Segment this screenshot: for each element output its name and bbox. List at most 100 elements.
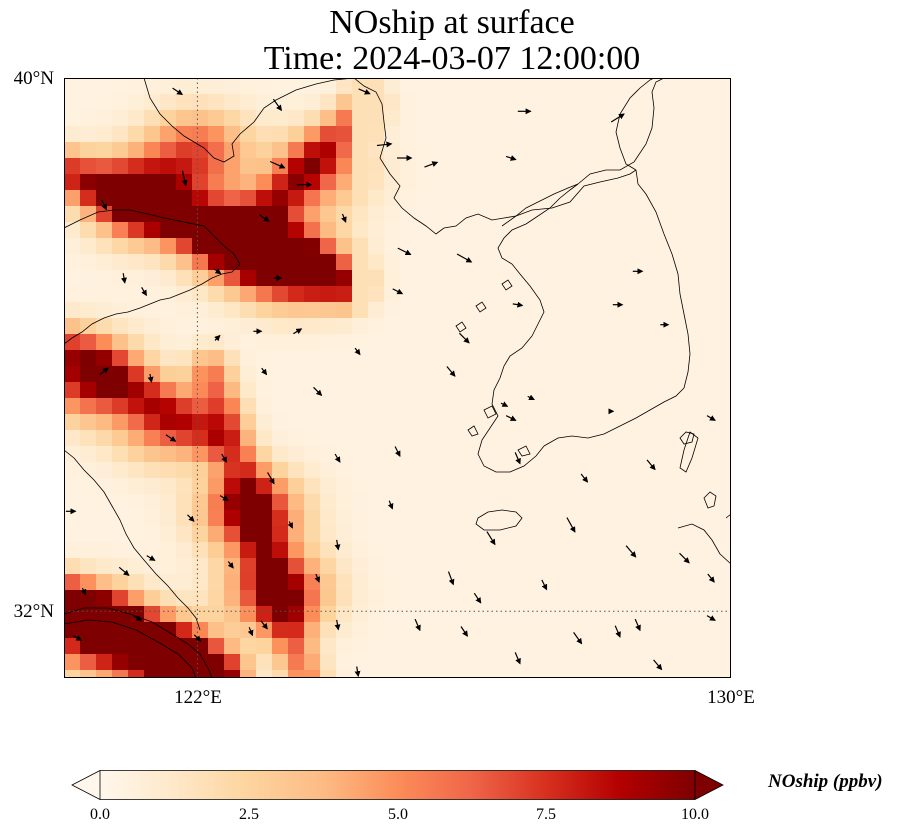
field-cell <box>368 334 385 351</box>
field-cell <box>400 302 417 319</box>
field-cell <box>512 670 529 678</box>
field-cell <box>688 350 705 367</box>
field-cell <box>512 238 529 255</box>
field-cell <box>112 478 129 495</box>
field-cell <box>352 654 369 671</box>
wind-arrow <box>354 666 361 678</box>
field-cell <box>432 430 449 447</box>
field-cell <box>192 590 209 607</box>
field-cell <box>432 414 449 431</box>
field-cell <box>672 350 689 367</box>
field-cell <box>336 494 353 511</box>
field-cell <box>336 94 353 111</box>
wind-arrow <box>146 555 156 561</box>
field-cell <box>208 270 225 287</box>
field-cell <box>80 446 97 463</box>
field-cell <box>384 638 401 655</box>
field-cell <box>192 670 209 678</box>
field-cell <box>512 398 529 415</box>
wind-arrow <box>505 155 517 161</box>
field-cell <box>144 366 161 383</box>
field-cell <box>320 510 337 527</box>
field-cell <box>416 158 433 175</box>
field-cell <box>560 126 577 143</box>
field-cell <box>64 110 81 127</box>
field-cell <box>656 638 673 655</box>
field-cell <box>624 430 641 447</box>
field-cell <box>704 142 721 159</box>
field-cell <box>656 670 673 678</box>
field-cell <box>544 446 561 463</box>
field-cell <box>368 574 385 591</box>
field-cell <box>224 430 241 447</box>
field-cell <box>352 286 369 303</box>
field-cell <box>192 446 209 463</box>
field-cell <box>544 238 561 255</box>
field-cell <box>464 446 481 463</box>
field-cell <box>592 190 609 207</box>
field-cell <box>256 414 273 431</box>
field-cell <box>240 270 257 287</box>
field-cell <box>208 430 225 447</box>
field-cell <box>144 158 161 175</box>
field-cell <box>656 366 673 383</box>
field-cell <box>112 350 129 367</box>
field-cell <box>576 190 593 207</box>
field-cell <box>448 94 465 111</box>
field-cell <box>80 558 97 575</box>
field-cell <box>304 542 321 559</box>
field-cell <box>208 654 225 671</box>
field-cell <box>80 174 97 191</box>
field-cell <box>272 510 289 527</box>
field-cell <box>704 494 721 511</box>
field-cell <box>672 574 689 591</box>
field-cell <box>576 366 593 383</box>
border-north-korea-china <box>577 78 665 185</box>
field-cell <box>352 302 369 319</box>
field-cell <box>320 494 337 511</box>
field-cell <box>480 350 497 367</box>
field-cell <box>80 366 97 383</box>
field-cell <box>480 462 497 479</box>
field-cell <box>528 654 545 671</box>
wind-arrow <box>147 373 154 383</box>
field-cell <box>224 318 241 335</box>
field-cell <box>496 270 513 287</box>
wind-arrow <box>505 415 517 421</box>
field-cell <box>288 302 305 319</box>
field-cell <box>528 670 545 678</box>
field-cell <box>704 254 721 271</box>
field-cell <box>528 270 545 287</box>
field-cell <box>608 190 625 207</box>
field-cell <box>288 398 305 415</box>
field-cell <box>416 590 433 607</box>
field-cell <box>240 126 257 143</box>
wind-arrow <box>247 627 254 637</box>
field-cell <box>64 590 81 607</box>
field-cell <box>368 462 385 479</box>
field-cell <box>720 398 731 415</box>
wind-arrow <box>133 615 143 621</box>
field-cell <box>480 654 497 671</box>
field-cell <box>256 158 273 175</box>
field-cell <box>400 430 417 447</box>
field-cell <box>432 334 449 351</box>
field-cell <box>544 78 561 95</box>
field-cell <box>576 158 593 175</box>
field-cell <box>64 302 81 319</box>
field-cell <box>176 206 193 223</box>
field-cell <box>176 638 193 655</box>
field-cell <box>128 318 145 335</box>
field-cell <box>560 94 577 111</box>
field-cell <box>720 510 731 527</box>
field-cell <box>272 670 289 678</box>
field-cell <box>576 238 593 255</box>
field-cell <box>208 622 225 639</box>
field-cell <box>304 270 321 287</box>
field-cell <box>448 446 465 463</box>
field-cell <box>112 414 129 431</box>
field-cell <box>208 142 225 159</box>
field-cell <box>160 302 177 319</box>
field-cell <box>576 206 593 223</box>
field-cell <box>688 398 705 415</box>
